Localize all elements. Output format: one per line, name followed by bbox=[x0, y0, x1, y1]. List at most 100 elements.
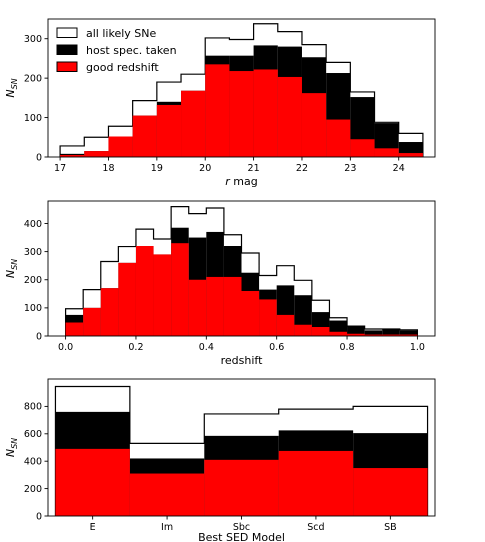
axes-frame bbox=[47, 18, 436, 158]
bar-good-redshift-9 bbox=[277, 76, 302, 157]
series-good-redshift bbox=[55, 448, 428, 516]
bar-good-redshift-16 bbox=[347, 333, 365, 336]
bar-good-redshift-0 bbox=[65, 322, 84, 336]
y-tick-label: 100 bbox=[24, 113, 42, 124]
y-tick-label: 100 bbox=[24, 303, 42, 314]
legend-swatch-all-likely bbox=[56, 27, 78, 38]
x-tick-label: 17 bbox=[54, 163, 66, 174]
category-label: Im bbox=[161, 522, 173, 533]
bar-good-redshift-3 bbox=[132, 115, 157, 157]
y-tick-label: 0 bbox=[36, 511, 42, 522]
legend-swatch-good-redshift bbox=[56, 61, 78, 72]
bar-good-redshift-4 bbox=[135, 246, 154, 336]
bar-host-spec-18 bbox=[382, 328, 400, 336]
outline-all-likely bbox=[64, 206, 419, 336]
bar-good-redshift-8 bbox=[253, 69, 278, 157]
x-tick-label: 1.0 bbox=[410, 342, 425, 353]
bar-good-redshift-12 bbox=[276, 314, 295, 336]
bar-good-redshift-2 bbox=[108, 136, 133, 157]
rmag-histogram-panel: 0 100 200 300 17 18 19 20 21 22 23 24 r mag NSN all li… bbox=[4, 18, 436, 188]
bar-good-redshift-6 bbox=[205, 64, 230, 157]
y-tick-label: 0 bbox=[36, 331, 42, 342]
outline-all-likely bbox=[54, 385, 429, 516]
bar-good-redshift-10 bbox=[241, 291, 260, 336]
y-tick-label: 200 bbox=[24, 484, 42, 495]
y-axis-label: NSN bbox=[4, 78, 19, 97]
category-label: SB bbox=[384, 522, 397, 533]
y-tick-label: 200 bbox=[24, 275, 42, 286]
bar-good-redshift-11 bbox=[326, 119, 351, 157]
bar-good-redshift-5 bbox=[153, 254, 172, 336]
x-tick-label: 21 bbox=[248, 163, 260, 174]
y-tick-label: 400 bbox=[24, 457, 42, 468]
x-tick-label: 20 bbox=[199, 163, 211, 174]
bar-good-redshift-14 bbox=[398, 153, 423, 157]
bar-good-redshift-13 bbox=[374, 148, 399, 157]
x-tick-label: 0.4 bbox=[199, 342, 214, 353]
y-axis-label: NSN bbox=[4, 438, 19, 457]
series-good-redshift bbox=[60, 64, 423, 157]
bar-good-redshift-1 bbox=[83, 307, 101, 336]
x-tick-label: 19 bbox=[151, 163, 163, 174]
category-label: Scd bbox=[307, 522, 324, 533]
x-tick-label: 23 bbox=[344, 163, 356, 174]
y-tick-label: 0 bbox=[36, 152, 42, 163]
legend: all likely SNe host spec. taken good redsh… bbox=[56, 27, 177, 74]
y-tick-label: 200 bbox=[24, 73, 42, 84]
bar-good-redshift-19 bbox=[399, 334, 418, 336]
bar-good-redshift-4 bbox=[353, 468, 428, 516]
legend-label-all-likely: all likely SNe bbox=[86, 27, 156, 40]
bar-good-redshift-15 bbox=[329, 331, 348, 336]
y-tick-label: 300 bbox=[24, 247, 42, 258]
bar-good-redshift-9 bbox=[223, 276, 242, 336]
legend-swatch-host-spec bbox=[56, 44, 78, 55]
bar-host-spec-17 bbox=[364, 330, 383, 336]
y-axis-label: NSN bbox=[4, 259, 19, 278]
bar-good-redshift-10 bbox=[301, 93, 327, 157]
bar-good-redshift-12 bbox=[350, 139, 375, 157]
bar-host-spec-16 bbox=[347, 326, 365, 336]
bar-good-redshift-18 bbox=[382, 334, 400, 336]
x-axis-label: redshift bbox=[221, 354, 263, 367]
sed-model-bar-panel: 0 200 400 600 800 E Im Sbc Scd SB Best SED Model NS… bbox=[4, 378, 436, 542]
bar-good-redshift-3 bbox=[278, 450, 354, 516]
bar-good-redshift-1 bbox=[84, 151, 109, 157]
x-tick-label: 0.6 bbox=[269, 342, 284, 353]
bar-good-redshift-0 bbox=[60, 155, 85, 157]
category-label: E bbox=[90, 522, 96, 533]
bar-good-redshift-17 bbox=[364, 334, 383, 336]
x-tick-label: 24 bbox=[393, 163, 405, 174]
x-tick-label: 0.2 bbox=[128, 342, 143, 353]
bar-good-redshift-7 bbox=[188, 279, 207, 336]
y-tick-label: 400 bbox=[24, 219, 42, 230]
bar-all-likely-0 bbox=[60, 145, 85, 157]
x-tick-label: 0.8 bbox=[339, 342, 354, 353]
y-tick-label: 600 bbox=[24, 429, 42, 440]
x-tick-label: 18 bbox=[102, 163, 114, 174]
x-tick-label: 22 bbox=[296, 163, 308, 174]
bar-good-redshift-7 bbox=[229, 71, 254, 157]
x-axis-label: Best SED Model bbox=[198, 531, 285, 542]
bar-good-redshift-11 bbox=[259, 299, 277, 336]
bar-good-redshift-13 bbox=[294, 324, 312, 336]
bar-good-redshift-0 bbox=[55, 448, 130, 516]
bar-good-redshift-2 bbox=[204, 459, 279, 516]
x-axis-label: r mag bbox=[225, 175, 257, 188]
redshift-histogram-panel: 0 100 200 300 400 0.0 0.2 0.4 0.6 0.8 1.0 redshift N… bbox=[4, 200, 436, 367]
bar-good-redshift-3 bbox=[118, 262, 136, 336]
bar-good-redshift-1 bbox=[129, 473, 205, 516]
bar-good-redshift-14 bbox=[311, 327, 330, 336]
series-good-redshift bbox=[65, 243, 418, 336]
x-tick-label: 0.0 bbox=[58, 342, 73, 353]
axes-frame bbox=[47, 200, 436, 337]
bar-good-redshift-8 bbox=[206, 276, 224, 336]
outline-all-likely bbox=[59, 23, 424, 157]
bar-good-redshift-2 bbox=[100, 288, 119, 336]
legend-label-host-spec: host spec. taken bbox=[86, 44, 177, 57]
category-label: Sbc bbox=[233, 522, 250, 533]
bar-good-redshift-4 bbox=[156, 104, 182, 157]
y-tick-label: 800 bbox=[24, 402, 42, 413]
legend-label-good-redshift: good redshift bbox=[86, 61, 159, 74]
bar-host-spec-19 bbox=[399, 330, 418, 336]
